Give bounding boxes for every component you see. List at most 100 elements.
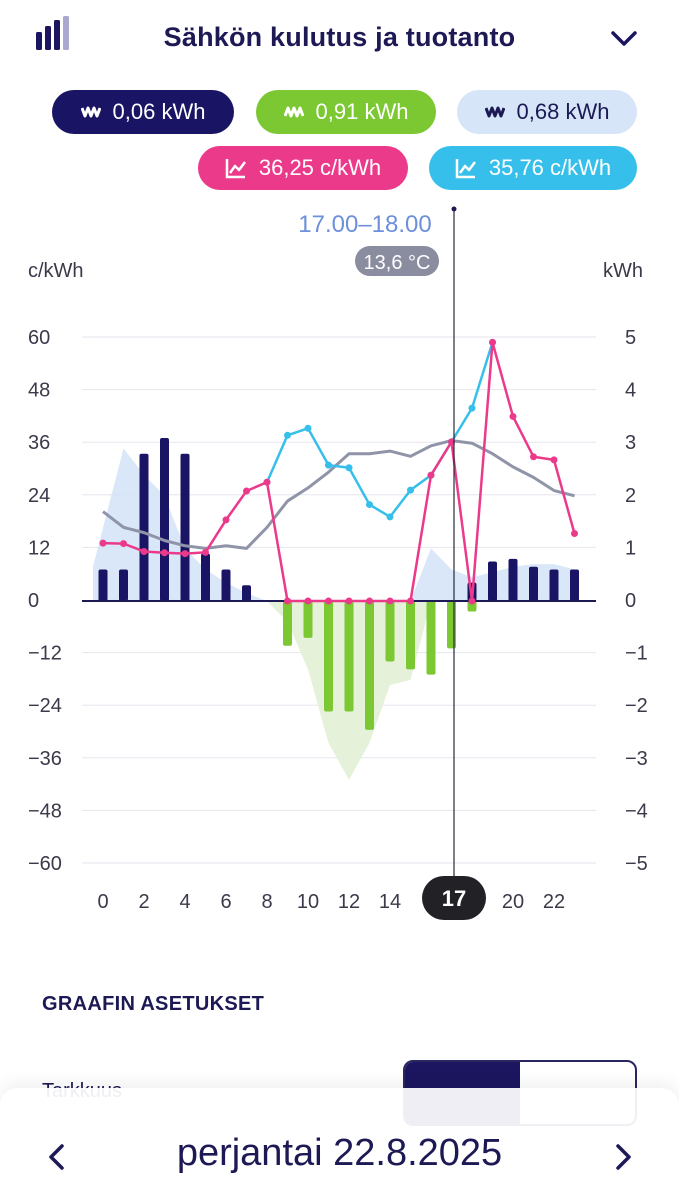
y-left-tick: 48 (28, 380, 50, 402)
price-point (243, 487, 250, 495)
selection-time: 17.00–18.00 (298, 211, 431, 238)
x-tick: 10 (297, 891, 319, 913)
consumption-bar (160, 437, 169, 601)
x-tick: 22 (543, 891, 565, 913)
consumption-bar (570, 569, 579, 601)
y-left-tick: −12 (28, 643, 62, 665)
consumption-bar (488, 561, 497, 601)
y-left-tick: −48 (28, 800, 62, 822)
y-right-tick: −3 (625, 748, 648, 770)
consumption-bar (221, 569, 231, 601)
price-point (325, 597, 332, 605)
price-spot-value: 35,76 c/kWh (488, 155, 612, 180)
settings-title: GRAAFIN ASETUKSET (42, 993, 265, 1015)
production-icon (283, 106, 304, 118)
spot-price-point (366, 501, 373, 509)
x-tick: 12 (338, 891, 360, 913)
selection-dot (451, 206, 457, 212)
consumption-pill[interactable]: 0,06 kWh (52, 90, 234, 134)
production-value: 0,91 kWh (315, 99, 409, 124)
price-point (407, 597, 414, 605)
temperature-badge (355, 246, 439, 276)
page-title: Sähkön kulutus ja tuotanto (163, 22, 516, 52)
net-area-negative (93, 601, 575, 780)
y-right-tick: 0 (625, 590, 636, 612)
spot-price-line (265, 342, 494, 519)
bar-chart-icon (36, 16, 69, 50)
price-point (304, 597, 312, 605)
price-point (489, 338, 496, 346)
consumption-icon (80, 106, 101, 118)
spot-price-point (468, 404, 476, 412)
price-point (181, 550, 189, 558)
price-spot-pill[interactable]: 35,76 c/kWh (429, 146, 637, 190)
price-point (427, 471, 435, 479)
date-navigation (0, 1088, 679, 1200)
consumption-bar (201, 553, 210, 601)
header: Sähkön kulutus ja tuotanto (0, 0, 679, 80)
production-pill[interactable]: 0,91 kWh (256, 90, 436, 134)
price-point (386, 597, 394, 605)
x-tick: 14 (379, 891, 401, 913)
consumption-bar (549, 569, 559, 601)
price-point (161, 549, 168, 557)
y-left-tick: 24 (28, 485, 50, 507)
price-point (366, 597, 373, 605)
chevron-left-icon[interactable] (44, 1142, 70, 1172)
net-icon (484, 106, 505, 118)
production-bar (406, 601, 415, 670)
production-bar (447, 601, 456, 649)
production-bar (283, 601, 292, 646)
price-point (120, 540, 127, 548)
price-buy-value: 36,25 c/kWh (258, 155, 382, 180)
price-point (202, 548, 209, 556)
net-pill[interactable]: 0,68 kWh (457, 90, 637, 134)
y-left-tick: −24 (28, 695, 62, 717)
y-right-tick: −5 (625, 853, 648, 875)
y-right-tick: 5 (625, 327, 636, 349)
x-tick: 8 (261, 891, 272, 913)
temperature-line (102, 439, 575, 550)
y-right-label: kWh (603, 260, 643, 282)
y-left-tick: 0 (28, 590, 39, 612)
y-right-tick: 3 (625, 432, 636, 454)
selected-hour-badge (422, 876, 486, 920)
y-right-tick: 1 (625, 537, 636, 559)
y-left-tick: 60 (28, 327, 50, 349)
price-point (571, 529, 578, 537)
y-left-label: c/kWh (28, 260, 84, 282)
price-point (550, 456, 558, 464)
y-right-tick: −4 (625, 800, 648, 822)
y-right-tick: 2 (625, 485, 636, 507)
y-left-tick: 36 (28, 432, 50, 454)
chevron-down-icon[interactable] (610, 28, 638, 50)
price-buy-pill[interactable]: 36,25 c/kWh (198, 146, 408, 190)
production-bar (365, 601, 374, 730)
energy-chart[interactable]: 60 548 436 324 212 10 0−12 −1−24 −2−36 −3−48 −4−60… (0, 200, 679, 940)
price-point (263, 478, 271, 486)
x-tick: 2 (138, 891, 149, 913)
line-chart-icon (455, 159, 476, 179)
y-right-tick: 4 (625, 380, 636, 402)
chevron-right-icon[interactable] (610, 1142, 636, 1172)
consumption-bar (119, 569, 128, 601)
y-left-tick: 12 (28, 537, 50, 559)
price-point (222, 516, 230, 524)
consumption-bar (139, 453, 149, 601)
production-bar (344, 601, 354, 712)
x-tick: 0 (97, 891, 108, 913)
consumption-bar (508, 558, 518, 601)
price-point (448, 438, 455, 446)
production-bar (385, 601, 395, 662)
production-bar (303, 601, 313, 638)
production-bar (324, 601, 333, 712)
x-tick: 6 (220, 891, 231, 913)
x-tick: 20 (502, 891, 524, 913)
y-left-tick: −36 (28, 748, 62, 770)
production-bar (426, 601, 436, 675)
selected-hour: 17 (442, 886, 466, 911)
spot-price-point (345, 464, 353, 472)
price-point (140, 547, 148, 555)
current-date: perjantai 22.8.2025 (176, 1132, 503, 1174)
y-left-tick: −60 (28, 853, 62, 875)
